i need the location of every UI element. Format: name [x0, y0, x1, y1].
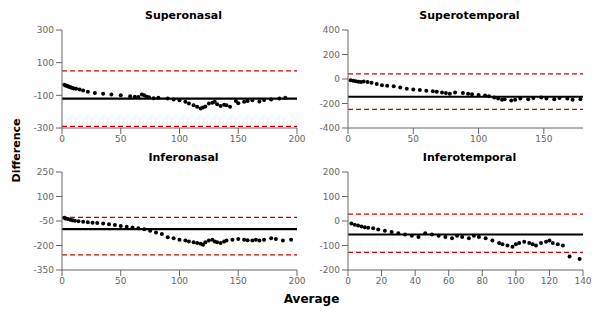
svg-text:0: 0	[345, 134, 351, 144]
html-text:Inferotemporal: Inferotemporal	[422, 151, 517, 164]
svg-text:200: 200	[288, 276, 305, 286]
svg-text:50: 50	[115, 276, 127, 286]
svg-text:-350: -350	[34, 265, 55, 275]
svg-text:80: 80	[477, 276, 489, 286]
svg-text:0: 0	[59, 134, 65, 144]
html-text:Inferonasal: Inferonasal	[148, 151, 219, 164]
svg-text:-50: -50	[39, 216, 54, 226]
svg-text:0: 0	[345, 276, 351, 286]
svg-text:-200: -200	[320, 99, 341, 109]
svg-text:50: 50	[115, 134, 127, 144]
svg-text:100: 100	[171, 276, 188, 286]
svg-text:140: 140	[574, 276, 591, 286]
svg-text:-200: -200	[34, 241, 55, 251]
html-text:Difference: Difference	[10, 118, 24, 182]
svg-text:150: 150	[230, 134, 247, 144]
html-text:Average: Average	[283, 292, 340, 306]
svg-text:-400: -400	[320, 123, 341, 133]
svg-text:150: 150	[230, 276, 247, 286]
svg-text:400: 400	[323, 25, 340, 35]
svg-text:100: 100	[37, 58, 54, 68]
svg-text:-100: -100	[34, 91, 55, 101]
svg-text:60: 60	[443, 276, 455, 286]
svg-text:100: 100	[507, 276, 524, 286]
svg-text:20: 20	[376, 276, 388, 286]
svg-text:0: 0	[59, 276, 65, 286]
svg-text:100: 100	[37, 192, 54, 202]
svg-text:-100: -100	[320, 241, 341, 251]
svg-text:0: 0	[334, 74, 340, 84]
svg-text:150: 150	[535, 134, 552, 144]
svg-text:0: 0	[334, 216, 340, 226]
html-text:Superotemporal: Superotemporal	[419, 9, 520, 22]
svg-text:100: 100	[171, 134, 188, 144]
svg-text:-200: -200	[320, 265, 341, 275]
svg-text:200: 200	[323, 167, 340, 177]
svg-text:120: 120	[541, 276, 558, 286]
svg-text:200: 200	[323, 50, 340, 60]
svg-text:-300: -300	[34, 123, 55, 133]
svg-text:200: 200	[288, 134, 305, 144]
svg-text:250: 250	[37, 167, 54, 177]
svg-text:100: 100	[470, 134, 487, 144]
svg-text:50: 50	[408, 134, 420, 144]
svg-text:100: 100	[323, 192, 340, 202]
html-text:Superonasal: Superonasal	[145, 9, 222, 22]
svg-text:300: 300	[37, 25, 54, 35]
svg-text:40: 40	[409, 276, 421, 286]
